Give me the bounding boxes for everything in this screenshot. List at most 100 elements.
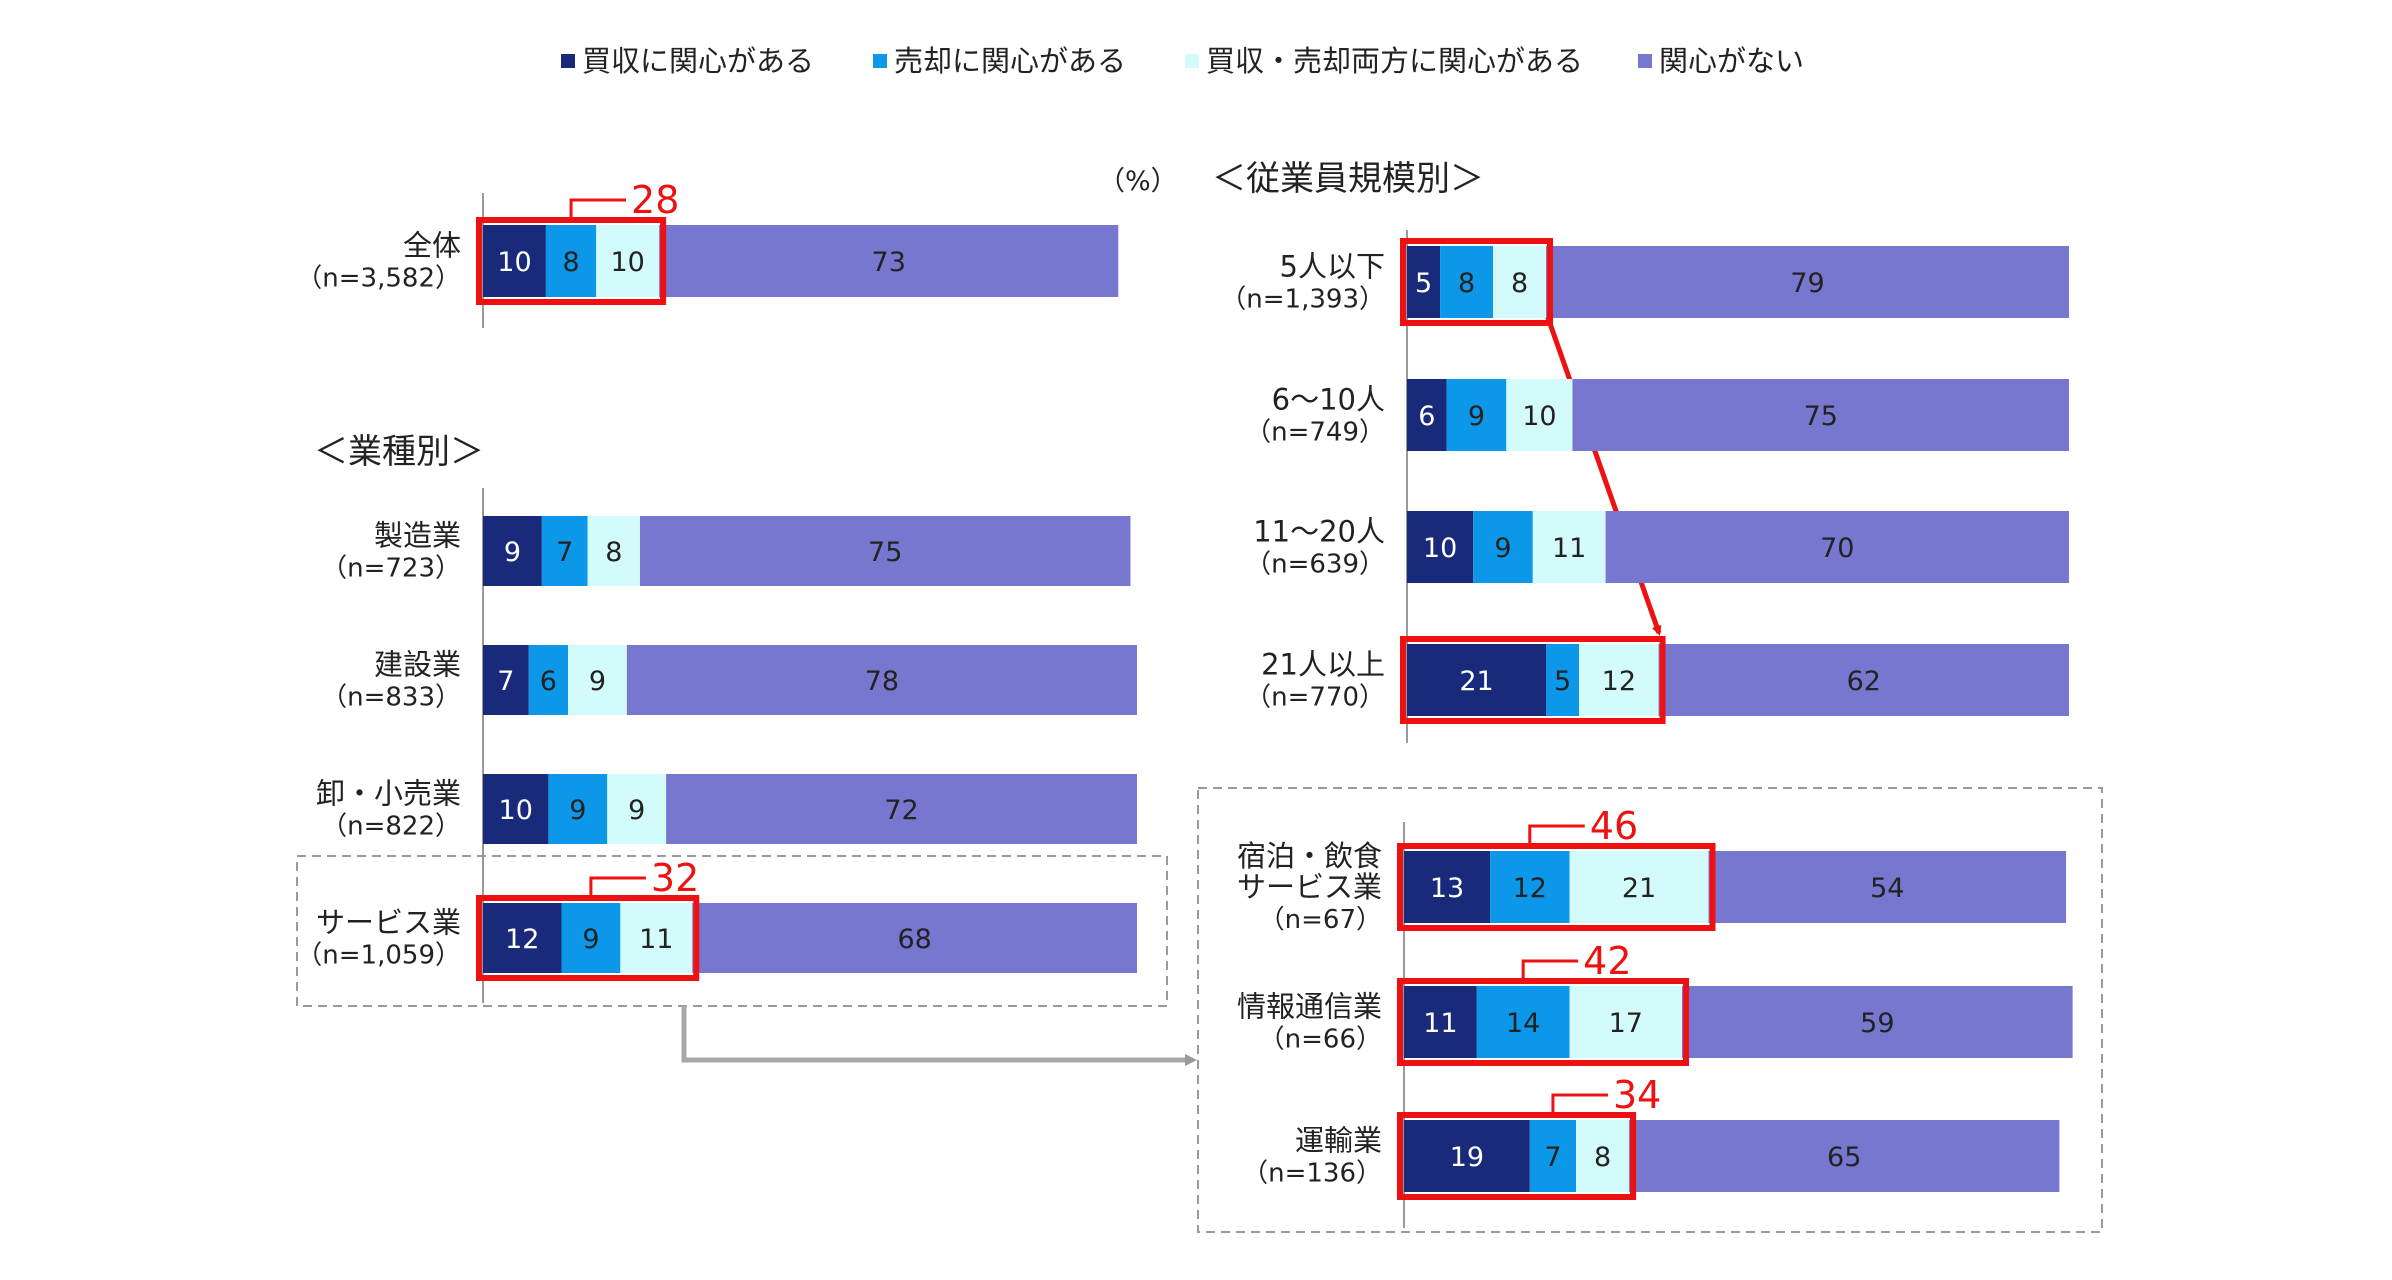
bar-service_detail-1-s3 bbox=[1682, 986, 2073, 1058]
bar-size-3-s3 bbox=[1658, 644, 2069, 716]
highlight-box-service_detail-2 bbox=[1397, 1112, 1637, 1200]
data-label-overall-0-s1: 8 bbox=[562, 247, 579, 278]
highlight-total-industry-3: 32 bbox=[651, 856, 699, 900]
legend-label-buy: 買収に関心がある bbox=[582, 44, 814, 78]
section-size-title: ＜従業員規模別＞ bbox=[1212, 159, 1484, 199]
bar-size-1-s1 bbox=[1446, 379, 1507, 451]
legend: 買収に関心がある 売却に関心がある 買収・売却両方に関心がある 関心がない bbox=[561, 44, 1804, 78]
bar-industry-3-s1 bbox=[561, 903, 621, 973]
highlight-total-overall-0: 28 bbox=[631, 178, 679, 222]
category-n-industry-0: （n=723） bbox=[321, 554, 461, 584]
data-label-size-2-s2: 11 bbox=[1552, 533, 1586, 564]
data-label-overall-0-s3: 73 bbox=[872, 247, 906, 278]
data-label-size-0-s0: 5 bbox=[1415, 268, 1432, 299]
data-label-industry-0-s2: 8 bbox=[605, 537, 622, 568]
bar-service_detail-1-s0 bbox=[1404, 986, 1477, 1058]
bar-size-0-s1 bbox=[1440, 246, 1494, 318]
data-label-service_detail-1-s2: 17 bbox=[1609, 1008, 1643, 1039]
data-label-industry-2-s2: 9 bbox=[628, 795, 645, 826]
legend-swatch-none bbox=[1638, 54, 1652, 68]
category-n-service_detail-2: （n=136） bbox=[1242, 1159, 1382, 1189]
bar-service_detail-2-s2 bbox=[1576, 1120, 1630, 1192]
bar-size-0-s2 bbox=[1493, 246, 1547, 318]
highlight-total-service_detail-1: 42 bbox=[1583, 939, 1631, 983]
category-n-industry-1: （n=833） bbox=[321, 683, 461, 713]
category-n-service_detail-0: （n=67） bbox=[1259, 905, 1382, 935]
data-label-industry-0-s1: 7 bbox=[556, 537, 573, 568]
data-label-size-1-s0: 6 bbox=[1418, 401, 1435, 432]
unit-label: （%） bbox=[1098, 166, 1178, 197]
data-label-overall-0-s0: 10 bbox=[497, 247, 531, 278]
data-label-service_detail-0-s2: 21 bbox=[1622, 873, 1656, 904]
highlight-total-service_detail-2: 34 bbox=[1613, 1073, 1661, 1117]
data-label-service_detail-0-s3: 54 bbox=[1870, 873, 1904, 904]
data-label-size-0-s3: 79 bbox=[1790, 268, 1824, 299]
bar-size-1-s0 bbox=[1407, 379, 1447, 451]
bar-service_detail-0-s0 bbox=[1404, 851, 1491, 923]
data-label-size-0-s2: 8 bbox=[1511, 268, 1528, 299]
highlight-bracket-service_detail-2 bbox=[1551, 1093, 1608, 1115]
category-n-industry-2: （n=822） bbox=[321, 812, 461, 842]
data-label-industry-2-s1: 9 bbox=[569, 795, 586, 826]
bar-service_detail-0-s1 bbox=[1490, 851, 1570, 923]
category-label-size-3: 21人以上 bbox=[1261, 648, 1385, 682]
bar-service_detail-1-s1 bbox=[1476, 986, 1570, 1058]
chart-highlights: 28 32 46 42 34 bbox=[476, 178, 1716, 1200]
data-label-size-1-s3: 75 bbox=[1804, 401, 1838, 432]
data-label-industry-3-s1: 9 bbox=[582, 924, 599, 955]
bar-industry-2-s3 bbox=[666, 774, 1137, 844]
section-industry-title: ＜業種別＞ bbox=[314, 432, 484, 472]
legend-label-none: 関心がない bbox=[1659, 44, 1804, 78]
bar-size-1-s2 bbox=[1506, 379, 1573, 451]
category-n-size-3: （n=770） bbox=[1245, 683, 1385, 713]
legend-label-both: 買収・売却両方に関心がある bbox=[1206, 44, 1583, 78]
bar-service_detail-2-s0 bbox=[1404, 1120, 1530, 1192]
data-label-size-3-s3: 62 bbox=[1847, 666, 1881, 697]
data-label-industry-2-s0: 10 bbox=[499, 795, 533, 826]
highlight-bracket-service_detail-1 bbox=[1521, 959, 1579, 981]
bar-size-0-s0 bbox=[1407, 246, 1441, 318]
category-label-service_detail-0: サービス業 bbox=[1237, 870, 1382, 904]
bar-size-3-s1 bbox=[1546, 644, 1580, 716]
data-label-service_detail-2-s2: 8 bbox=[1594, 1142, 1611, 1173]
bar-industry-3-s0 bbox=[483, 903, 562, 973]
data-label-industry-1-s3: 78 bbox=[865, 666, 899, 697]
data-label-size-2-s3: 70 bbox=[1820, 533, 1854, 564]
data-label-industry-3-s0: 12 bbox=[505, 924, 539, 955]
data-label-service_detail-0-s1: 12 bbox=[1513, 873, 1547, 904]
bar-size-3-s0 bbox=[1407, 644, 1547, 716]
data-label-industry-1-s2: 9 bbox=[589, 666, 606, 697]
category-n-industry-3: （n=1,059） bbox=[296, 941, 461, 971]
bar-size-2-s3 bbox=[1605, 511, 2069, 583]
category-label-service_detail-1: 情報通信業 bbox=[1237, 990, 1382, 1024]
data-label-industry-0-s3: 75 bbox=[868, 537, 902, 568]
bar-industry-2-s1 bbox=[548, 774, 608, 844]
bar-service_detail-0-s3 bbox=[1708, 851, 2066, 923]
data-label-service_detail-2-s3: 65 bbox=[1827, 1142, 1861, 1173]
data-label-size-3-s0: 21 bbox=[1459, 666, 1493, 697]
data-label-size-1-s2: 10 bbox=[1522, 401, 1556, 432]
bar-industry-0-s2 bbox=[587, 516, 640, 586]
category-n-overall-0: （n=3,582） bbox=[296, 264, 461, 294]
data-label-industry-2-s3: 72 bbox=[884, 795, 918, 826]
data-label-size-1-s1: 9 bbox=[1468, 401, 1485, 432]
data-label-overall-0-s2: 10 bbox=[610, 247, 644, 278]
service-dashed-box bbox=[296, 855, 1168, 1007]
highlight-box-service_detail-0 bbox=[1397, 843, 1716, 931]
service-detail-dashed-box bbox=[1197, 787, 2103, 1233]
data-label-size-2-s0: 10 bbox=[1423, 533, 1457, 564]
category-label-overall-0: 全体 bbox=[403, 229, 461, 263]
bar-overall-0-s2 bbox=[596, 225, 660, 297]
category-label-service_detail-2: 運輸業 bbox=[1295, 1124, 1382, 1158]
legend-swatch-buy bbox=[561, 54, 575, 68]
category-label-industry-2: 卸・小売業 bbox=[316, 777, 461, 811]
data-label-service_detail-0-s0: 13 bbox=[1430, 873, 1464, 904]
category-label-industry-3: サービス業 bbox=[316, 906, 461, 940]
data-label-industry-3-s2: 11 bbox=[639, 924, 673, 955]
bar-industry-1-s2 bbox=[568, 645, 627, 715]
legend-swatch-both bbox=[1185, 54, 1199, 68]
bar-size-0-s3 bbox=[1546, 246, 2069, 318]
highlight-total-service_detail-0: 46 bbox=[1590, 804, 1638, 848]
highlight-box-service_detail-1 bbox=[1397, 978, 1690, 1066]
